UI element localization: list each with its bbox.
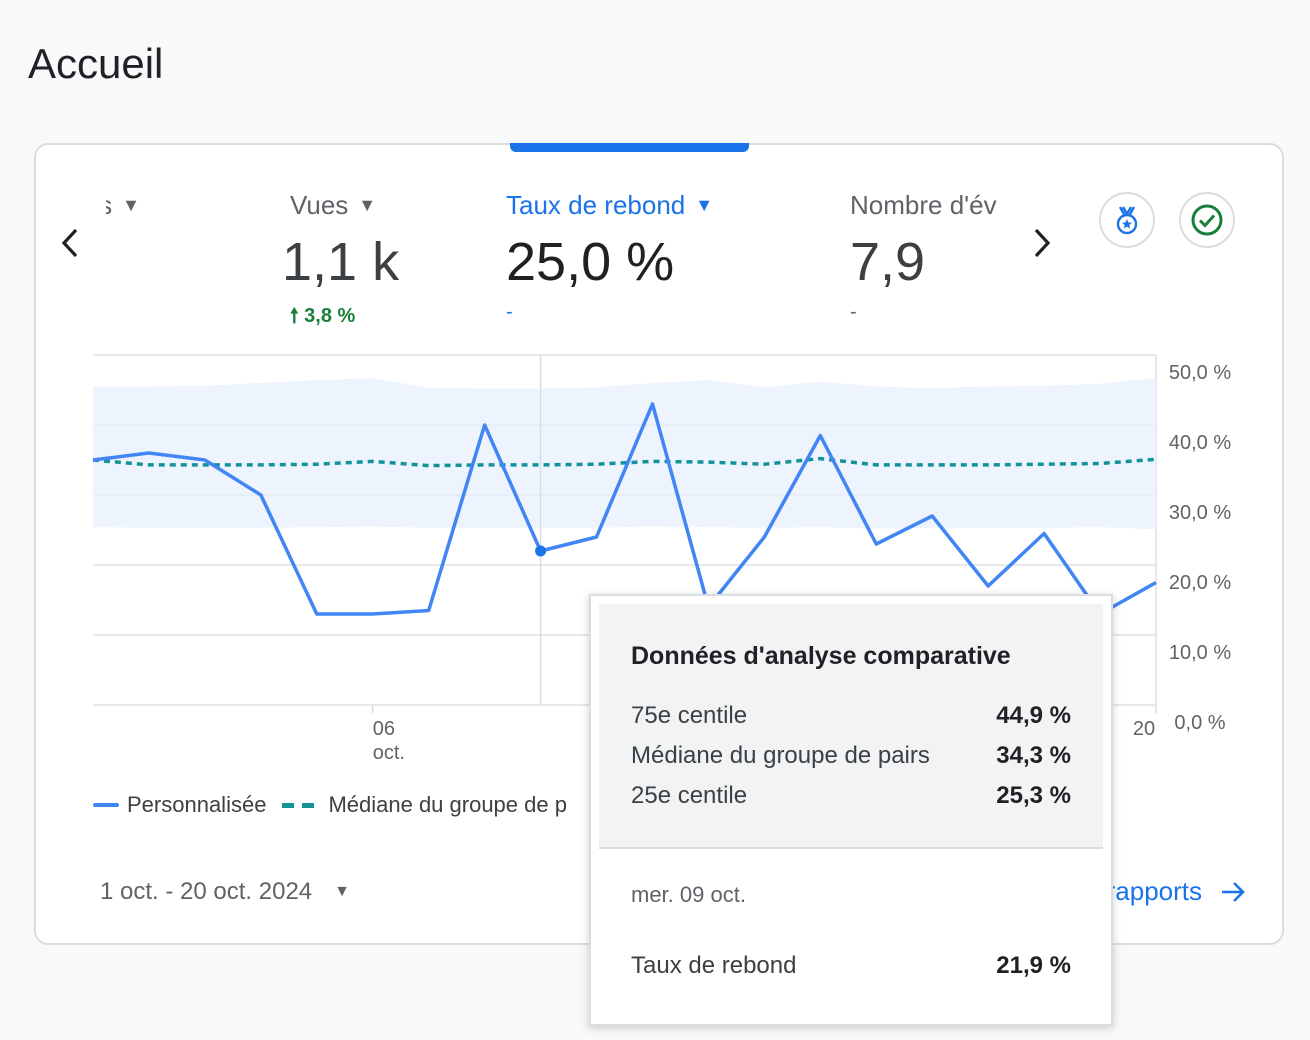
- tooltip-row: 25e centile 25,3 %: [631, 782, 1071, 810]
- metric-views[interactable]: Vues ▼ 1,1 k 🠕 3,8 %: [282, 190, 399, 335]
- metric-label: Nombre d'év: [850, 190, 997, 220]
- tooltip-benchmark-section: [599, 604, 1103, 847]
- x-tick-label: 06: [373, 718, 395, 740]
- metric-bounce-rate[interactable]: Taux de rebond ▼ 25,0 % -: [506, 190, 713, 324]
- arrow-up-icon: 🠕: [290, 305, 299, 327]
- chevron-right-icon[interactable]: [1030, 226, 1054, 266]
- metric-change: -: [850, 301, 857, 323]
- legend-swatch-series: [93, 803, 119, 807]
- page-title: Accueil: [28, 40, 164, 87]
- y-tick-label: 30,0 %: [1169, 502, 1231, 524]
- metric-label: Taux de rebond: [506, 190, 686, 220]
- series-line-median: [92, 456, 1157, 468]
- tooltip-date: mer. 09 oct.: [631, 882, 746, 907]
- metric-value: 7,9: [850, 232, 926, 292]
- caret-down-icon[interactable]: ▼: [695, 195, 714, 215]
- tooltip-metric-value: 21,9 %: [996, 952, 1071, 979]
- tooltip-row-value: 25,3 %: [996, 782, 1071, 809]
- arrow-right-icon[interactable]: [1220, 879, 1246, 905]
- legend-label-series: Personnalisée: [127, 792, 267, 817]
- chart-legend: Personnalisée Médiane du groupe de p: [93, 792, 593, 818]
- metrics-carousel: urs ▼ Vues ▼ 1,1 k 🠕 3,8 % Taux de rebond ▼…: [106, 190, 1004, 340]
- metric-value: 25,0 %: [506, 232, 675, 292]
- caret-down-icon[interactable]: ▼: [122, 195, 140, 215]
- tooltip-row-value: 34,3 %: [996, 742, 1071, 769]
- date-range-label: 1 oct. - 20 oct. 2024: [100, 878, 313, 905]
- tooltip-row: Médiane du groupe de pairs 34,3 %: [631, 742, 1071, 770]
- y-tick-label: 0,0 %: [1174, 712, 1225, 734]
- legend-label-median: Médiane du groupe de p: [328, 792, 567, 817]
- tooltip-row: 75e centile 44,9 %: [631, 702, 1071, 730]
- x-tick-label: 20: [1133, 718, 1155, 740]
- tooltip-metric-row: Taux de rebond 21,9 %: [631, 952, 1071, 980]
- caret-down-icon[interactable]: ▼: [334, 883, 350, 900]
- date-range-selector[interactable]: 1 oct. - 20 oct. 2024 ▼: [100, 878, 350, 906]
- x-tick-sublabel: oct.: [373, 742, 405, 764]
- tooltip-row-label: 25e centile: [631, 782, 748, 809]
- tooltip-divider: [599, 847, 1103, 849]
- y-tick-label: 10,0 %: [1169, 642, 1231, 664]
- metric-event-count[interactable]: Nombre d'év 7,9 -: [850, 190, 997, 324]
- y-tick-label: 40,0 %: [1169, 432, 1231, 454]
- legend-swatch-median: [282, 802, 317, 808]
- metric-change: -: [506, 301, 513, 323]
- caret-down-icon[interactable]: ▼: [358, 195, 377, 215]
- series-line-personnalisee: [92, 402, 1157, 616]
- tooltip-metric-label: Taux de rebond: [631, 952, 797, 979]
- metric-label: Vues: [290, 190, 349, 220]
- medal-icon[interactable]: [1099, 192, 1155, 248]
- metric-change: 🠕 3,8 %: [290, 305, 356, 327]
- tooltip-row-label: Médiane du groupe de pairs: [631, 742, 930, 769]
- highlight-point: [535, 545, 547, 557]
- active-metric-indicator: [510, 143, 749, 152]
- check-circle-icon[interactable]: [1179, 192, 1235, 248]
- metric-value: 1,1 k: [282, 232, 400, 292]
- tooltip-row-label: 75e centile: [631, 702, 748, 729]
- benchmark-tooltip: Données d'analyse comparative 75e centil…: [589, 594, 1113, 1026]
- metric-users[interactable]: urs ▼: [106, 190, 140, 221]
- y-tick-label: 20,0 %: [1169, 572, 1231, 594]
- chevron-left-icon[interactable]: [58, 226, 82, 266]
- metric-label: urs: [106, 190, 112, 221]
- y-tick-label: 50,0 %: [1169, 362, 1231, 384]
- tooltip-row-value: 44,9 %: [996, 702, 1071, 729]
- tooltip-title: Données d'analyse comparative: [631, 642, 1011, 670]
- percentile-band: [93, 378, 1156, 530]
